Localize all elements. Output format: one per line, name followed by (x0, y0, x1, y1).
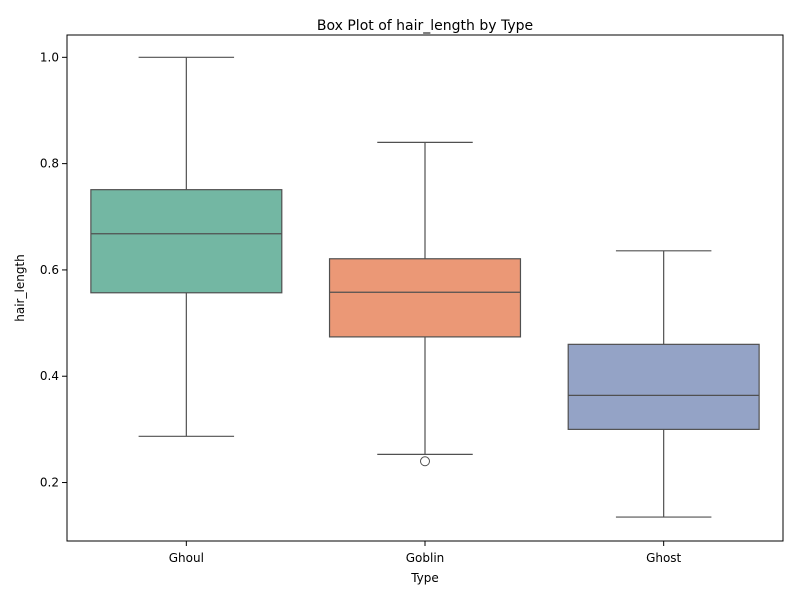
outlier-point-goblin (420, 456, 430, 467)
y-axis: 0.2 0.4 0.6 0.8 1.0 (40, 50, 67, 490)
box-ghoul (90, 189, 283, 294)
box-group-ghoul (90, 56, 283, 437)
y-axis-label: hair_length (13, 254, 27, 321)
x-axis: Ghoul Goblin Ghost (169, 541, 682, 565)
box-goblin (328, 258, 522, 338)
x-tick-label: Ghoul (169, 551, 204, 565)
plot-area (90, 56, 760, 518)
chart-title: Box Plot of hair_length by Type (317, 18, 533, 34)
y-tick-label: 0.2 (40, 476, 59, 490)
x-tick-label: Ghost (646, 551, 681, 565)
box-group-ghost (567, 250, 760, 518)
y-tick-label: 0.4 (40, 369, 59, 383)
y-tick-label: 0.8 (40, 157, 59, 171)
x-tick-label: Goblin (406, 551, 445, 565)
box-ghost (567, 343, 760, 430)
y-tick-label: 1.0 (40, 50, 59, 64)
box-group-goblin (328, 141, 522, 467)
y-tick-label: 0.6 (40, 263, 59, 277)
x-axis-label: Type (410, 571, 439, 585)
